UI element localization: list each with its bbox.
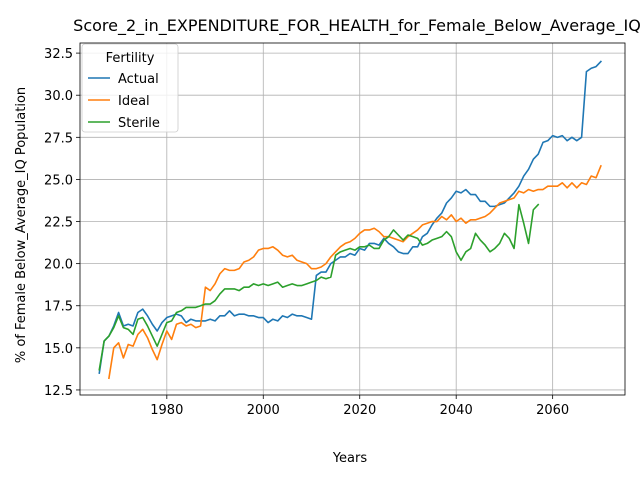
y-axis-label: % of Female Below_Average_IQ Population xyxy=(14,87,29,363)
y-tick-label: 17.5 xyxy=(44,300,73,315)
series-line-actual xyxy=(98,60,603,375)
y-tick-label: 27.5 xyxy=(44,131,73,146)
x-tick-label: 2020 xyxy=(343,403,376,418)
series-line-ideal xyxy=(108,164,602,380)
legend-label-sterile: Sterile xyxy=(118,116,160,131)
series-line-sterile xyxy=(98,203,540,371)
x-axis-label: Years xyxy=(332,451,368,466)
chart-title: Score_2_in_EXPENDITURE_FOR_HEALTH_for_Fe… xyxy=(73,16,640,36)
y-tick-label: 20.0 xyxy=(44,258,73,273)
y-tick-label: 30.0 xyxy=(44,89,73,104)
y-tick-label: 25.0 xyxy=(44,173,73,188)
y-axis: 12.5 15.0 17.5 20.0 22.5 25.0 27.5 30.0 32.5 xyxy=(44,47,80,399)
x-tick-label: 2000 xyxy=(247,403,280,418)
legend-box xyxy=(81,43,179,133)
x-tick-label: 2060 xyxy=(536,403,569,418)
grid xyxy=(80,43,625,395)
legend-label-ideal: Ideal xyxy=(118,94,150,109)
y-tick-label: 32.5 xyxy=(44,47,73,62)
y-tick-label: 12.5 xyxy=(44,384,73,399)
x-tick-label: 1980 xyxy=(150,403,183,418)
x-tick-label: 2040 xyxy=(440,403,473,418)
legend-title: Fertility xyxy=(106,51,155,66)
plot-frame xyxy=(79,42,626,396)
x-axis: 1980 2000 2020 2040 2060 xyxy=(150,395,569,418)
y-tick-label: 22.5 xyxy=(44,216,73,231)
legend: Fertility Actual Ideal Sterile xyxy=(81,43,179,133)
legend-label-actual: Actual xyxy=(118,72,159,87)
series-layer xyxy=(98,60,603,380)
y-tick-label: 15.0 xyxy=(44,342,73,357)
